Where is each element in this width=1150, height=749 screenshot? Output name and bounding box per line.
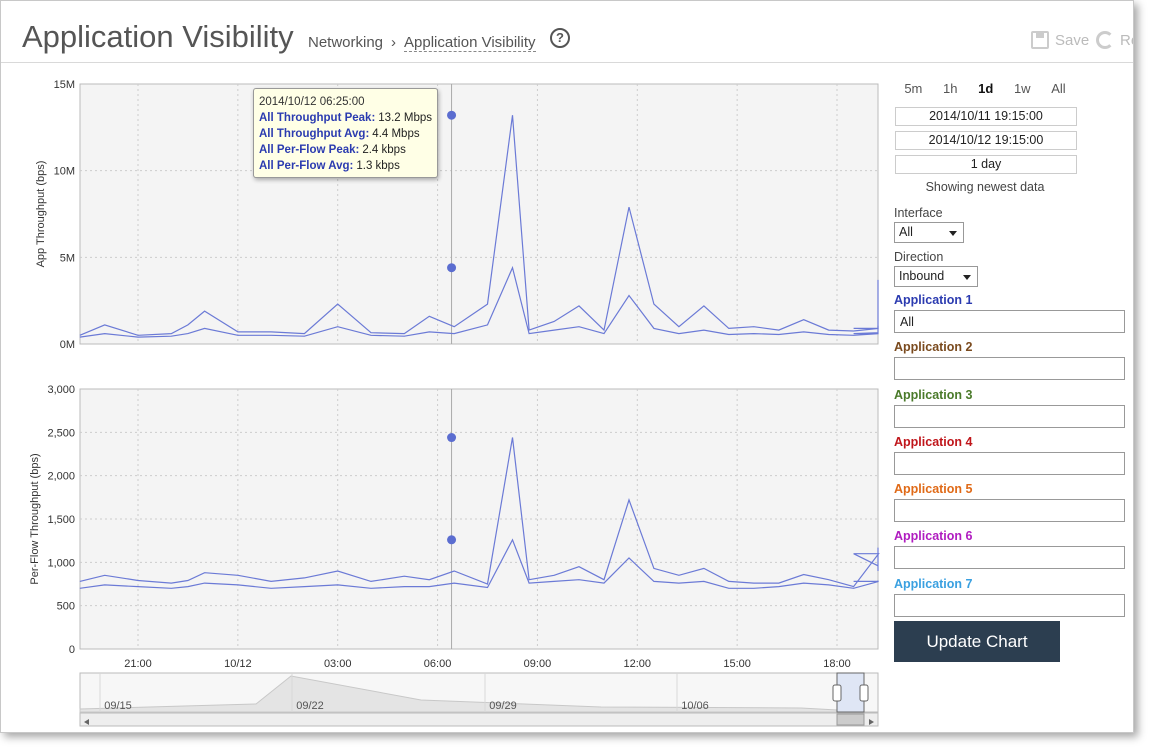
y-tick-label: 2,500: [47, 427, 75, 439]
navigator-date-label: 09/29: [489, 700, 517, 712]
start-date-field[interactable]: 2014/10/11 19:15:00: [895, 107, 1077, 126]
data-point-marker: [447, 110, 457, 120]
series-line: [79, 115, 879, 336]
application-7-label: Application 7: [894, 577, 973, 591]
application-7-input[interactable]: [894, 594, 1125, 617]
revert-icon: [1096, 31, 1114, 49]
application-1-input[interactable]: [894, 310, 1125, 333]
y-tick-label: 3,000: [47, 384, 75, 396]
tooltip-timestamp: 2014/10/12 06:25:00: [259, 96, 365, 108]
app-window: Application Visibility Networking › Appl…: [0, 0, 1134, 733]
navigator-area: [79, 675, 838, 713]
series-line: [79, 538, 879, 589]
application-5-label: Application 5: [894, 482, 973, 496]
direction-select[interactable]: Inbound: [894, 266, 978, 287]
save-button[interactable]: Save: [1031, 31, 1089, 49]
x-tick-label: 21:00: [124, 658, 152, 670]
application-2-input[interactable]: [894, 357, 1125, 380]
application-1-label: Application 1: [894, 293, 973, 307]
y-axis-label: Per-Flow Throughput (bps): [29, 453, 41, 584]
range-all[interactable]: All: [1051, 81, 1066, 96]
breadcrumb: Networking › Application Visibility: [308, 34, 536, 52]
breadcrumb-separator: ›: [391, 34, 397, 51]
data-point-marker: [447, 535, 457, 545]
interface-label: Interface: [894, 206, 943, 220]
scroll-right-arrow-icon: [869, 719, 874, 725]
data-point-marker: [447, 263, 457, 273]
y-tick-label: 500: [57, 601, 75, 613]
range-1d[interactable]: 1d: [978, 81, 994, 96]
application-6-input[interactable]: [894, 546, 1125, 569]
navigator-left-handle: [832, 684, 842, 702]
y-tick-label: 10M: [54, 166, 75, 178]
per-flow-throughput-chart[interactable]: 3,000 2,500 2,000 1,500 1,000 500 0 Per-Flow Th…: [29, 384, 880, 670]
help-icon[interactable]: ?: [550, 28, 570, 48]
y-axis-label: App Throughput (bps): [35, 161, 47, 268]
end-date-field[interactable]: 2014/10/12 19:15:00: [895, 131, 1077, 150]
application-2-label: Application 2: [894, 340, 973, 354]
range-5m[interactable]: 5m: [904, 81, 923, 96]
x-tick-label: 12:00: [624, 658, 652, 670]
application-3-input[interactable]: [894, 405, 1125, 428]
scroll-left-arrow-icon: [84, 719, 89, 725]
status-text: Showing newest data: [925, 180, 1045, 194]
duration-field[interactable]: 1 day: [895, 155, 1077, 174]
page-title: Application Visibility: [22, 19, 294, 54]
revert-label: Re: [1120, 31, 1133, 49]
data-tooltip: 2014/10/12 06:25:00 All Throughput Peak:…: [253, 88, 438, 178]
update-chart-button[interactable]: Update Chart: [894, 621, 1060, 662]
x-tick-label: 09:00: [524, 658, 552, 670]
application-6-label: Application 6: [894, 529, 973, 543]
scrollbar-thumb: [836, 713, 865, 726]
application-4-input[interactable]: [894, 452, 1125, 475]
y-tick-label: 15M: [54, 79, 75, 91]
save-icon: [1031, 31, 1049, 49]
range-selector: 5m 1h 1d 1w All: [894, 81, 1076, 96]
range-1w[interactable]: 1w: [1013, 81, 1031, 96]
x-tick-label: 06:00: [424, 658, 452, 670]
x-tick-label: 18:00: [823, 658, 851, 670]
breadcrumb-networking[interactable]: Networking: [308, 34, 384, 51]
x-tick-label: 15:00: [723, 658, 751, 670]
application-4-label: Application 4: [894, 435, 973, 449]
x-tick-label: 10/12: [224, 658, 252, 670]
y-tick-label: 0M: [60, 339, 75, 351]
y-tick-label: 5M: [60, 252, 75, 264]
y-tick-label: 2,000: [47, 471, 75, 483]
save-label: Save: [1055, 31, 1090, 49]
plot-background: [79, 388, 879, 650]
tooltip-row: All Per-Flow Peak: 2.4 kbps: [259, 144, 406, 156]
time-navigator[interactable]: 09/15 09/22 09/29 10/06: [79, 672, 879, 727]
navigator-right-handle: [859, 684, 869, 702]
navigator-date-label: 09/15: [104, 700, 132, 712]
series-line: [79, 265, 879, 338]
range-1h[interactable]: 1h: [943, 81, 958, 96]
application-5-input[interactable]: [894, 499, 1125, 522]
breadcrumb-current[interactable]: Application Visibility: [404, 34, 536, 52]
scrollbar-track: [79, 712, 879, 727]
tooltip-row: All Per-Flow Avg: 1.3 kbps: [259, 160, 400, 172]
revert-button[interactable]: Re: [1096, 31, 1133, 49]
application-3-label: Application 3: [894, 388, 973, 402]
tooltip-row: All Throughput Peak: 13.2 Mbps: [259, 112, 432, 124]
tooltip-row: All Throughput Avg: 4.4 Mbps: [259, 128, 420, 140]
y-tick-label: 1,500: [47, 514, 75, 526]
app-throughput-chart[interactable]: 15M 10M 5M 0M App Throughput (bps): [35, 79, 879, 351]
page-header: Application Visibility Networking › Appl…: [1, 1, 1133, 63]
data-point-marker: [447, 433, 457, 443]
charts-area: 15M 10M 5M 0M App Throughput (bps) 3,000 2,50…: [29, 79, 880, 727]
interface-select[interactable]: All: [894, 222, 964, 243]
y-tick-label: 1,000: [47, 557, 75, 569]
y-tick-label: 0: [69, 644, 75, 656]
direction-label: Direction: [894, 250, 944, 264]
navigator-date-label: 10/06: [681, 700, 709, 712]
x-tick-label: 03:00: [324, 658, 352, 670]
navigator-date-label: 09/22: [296, 700, 324, 712]
plot-background: [79, 83, 879, 345]
